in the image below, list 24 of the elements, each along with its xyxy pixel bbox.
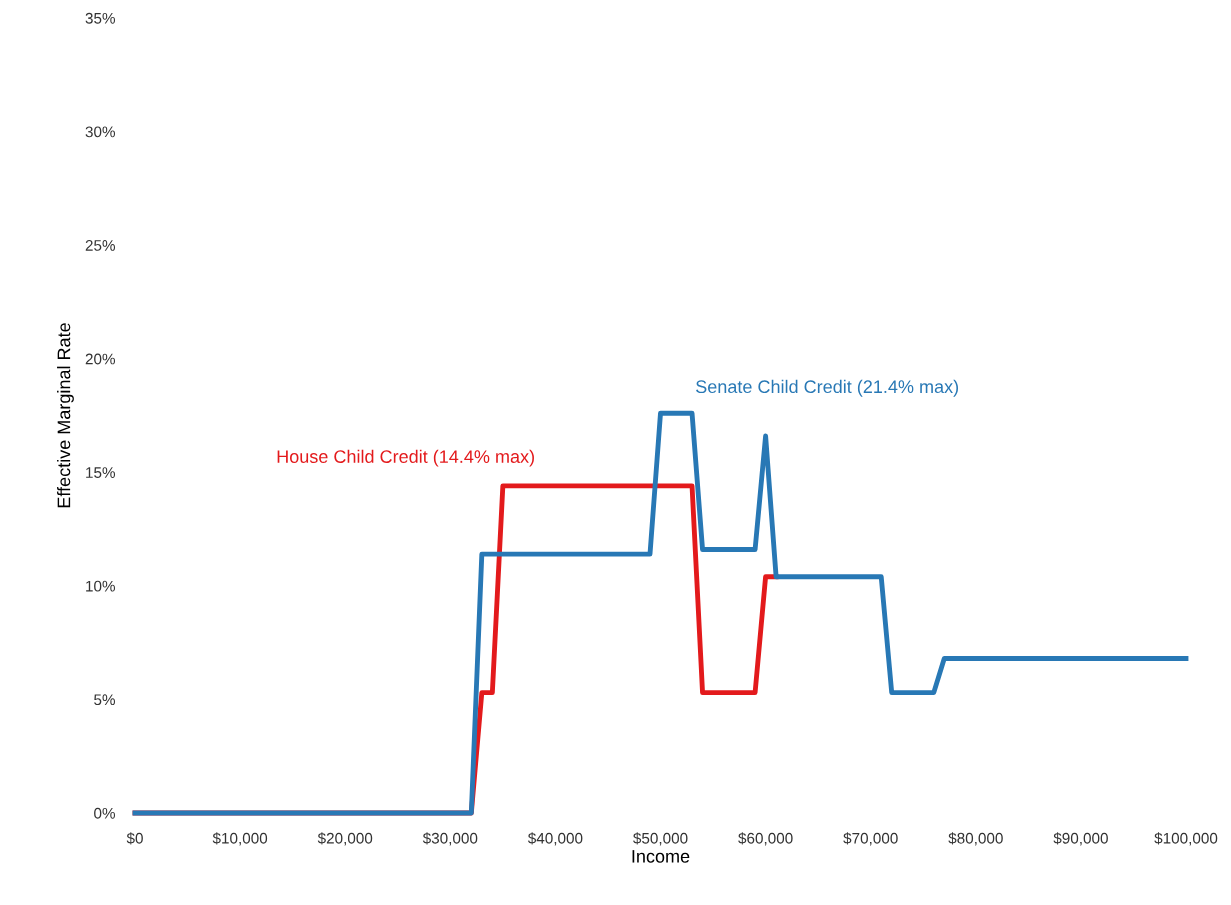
x-tick-label: $90,000 — [1053, 832, 1108, 846]
y-tick-label: 15% — [86, 467, 116, 478]
line-series — [132, 410, 1189, 816]
y-tick-label: 30% — [85, 126, 116, 138]
x-tick-label: $50,000 — [633, 832, 688, 846]
y-tick-label: 10% — [86, 580, 116, 592]
series-label: Senate Child Credit (21.4% max) — [696, 379, 959, 397]
y-tick-label: 5% — [94, 694, 116, 706]
y-axis-title: Effective Marginal Rate — [57, 323, 74, 508]
x-tick-label: $100,000 — [1154, 832, 1218, 846]
x-axis-title: Income — [632, 850, 690, 863]
x-tick-label: $60,000 — [738, 832, 793, 846]
x-tick-label: $80,000 — [948, 832, 1003, 846]
y-tick-label: 35% — [85, 12, 116, 24]
x-tick-label: $70,000 — [843, 832, 898, 846]
x-tick-label: $10,000 — [212, 832, 268, 846]
x-tick-label: $0 — [126, 832, 143, 845]
y-tick-label: 0% — [94, 807, 116, 819]
x-tick-label: $40,000 — [527, 832, 583, 846]
y-tick-label: 20% — [85, 353, 116, 365]
series-label: House Child Credit (14.4% max) — [277, 449, 534, 467]
x-tick-label: $30,000 — [422, 832, 478, 846]
y-tick-label: 25% — [85, 240, 116, 251]
x-tick-label: $20,000 — [317, 832, 373, 846]
